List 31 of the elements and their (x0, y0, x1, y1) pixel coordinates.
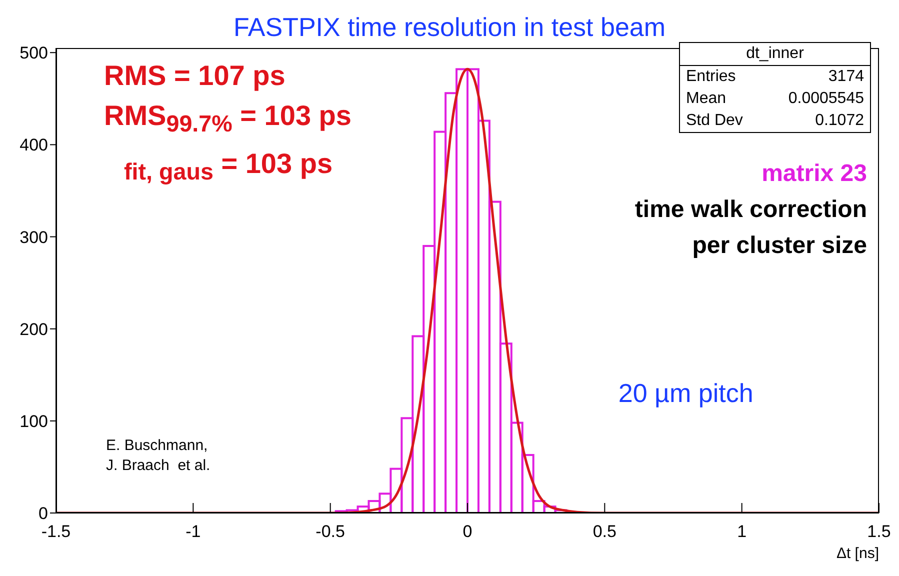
y-tick-label: 400 (20, 136, 48, 155)
annotation: 0.1072 (815, 111, 864, 131)
annotation: per cluster size (691, 231, 867, 261)
annotation: Mean (686, 89, 726, 109)
annotation: matrix 23 (760, 159, 867, 189)
y-tick-label: 300 (20, 228, 48, 247)
annotation: dt_inner (680, 43, 870, 66)
annotation: Std Dev (686, 111, 743, 131)
annotation: 0.0005545 (788, 89, 864, 109)
annotation: time walk correction (634, 195, 867, 225)
x-tick-label: -1.5 (41, 522, 71, 542)
x-tick-label: 0 (462, 522, 472, 542)
annotation: 20 µm pitch (618, 378, 754, 409)
annotation: E. Buschmann, (106, 436, 209, 456)
x-tick-label: -0.5 (316, 522, 345, 542)
x-tick-label: 0.5 (592, 522, 616, 542)
y-tick-label: 0 (38, 504, 48, 524)
x-tick-label: 1.5 (867, 522, 891, 542)
x-axis-title: Δt [ns] (836, 545, 879, 562)
annotation: Entries (686, 67, 736, 87)
x-tick-label: 1 (737, 522, 747, 542)
annotation: RMS$_{99.7%}$ = 103 ps (104, 99, 352, 139)
annotation: 3174 (828, 67, 864, 87)
y-tick-label: 100 (20, 412, 48, 431)
chart-title: FASTPIX time resolution in test beam (232, 12, 667, 43)
y-tick-label: 200 (20, 320, 48, 339)
y-tick-label: 500 (20, 44, 48, 63)
annotation: J. Braach et al. (106, 456, 210, 476)
annotation: RMS = 107 ps (104, 59, 286, 93)
x-tick-label: -1 (186, 522, 201, 542)
annotation: $_{fit, gaus}$ = 103 ps (124, 146, 334, 186)
